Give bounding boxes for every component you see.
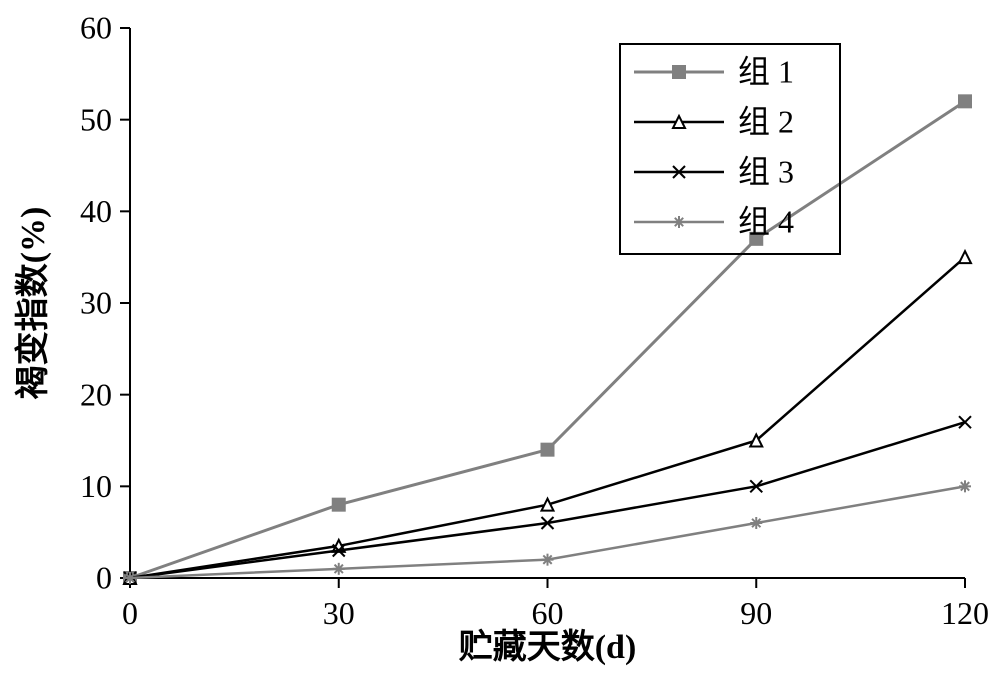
legend-marker-4 xyxy=(673,216,685,228)
x-tick-label: 60 xyxy=(532,595,564,631)
legend-label-1: 组 1 xyxy=(738,54,794,90)
legend-label-3: 组 3 xyxy=(738,154,794,190)
series-line-2 xyxy=(130,257,965,578)
y-tick-label: 60 xyxy=(80,10,112,46)
legend-marker-1 xyxy=(673,66,685,78)
y-tick-label: 50 xyxy=(80,101,112,137)
x-tick-label: 0 xyxy=(122,595,138,631)
y-axis-title: 褐变指数(%) xyxy=(14,207,52,400)
series-marker-1 xyxy=(959,95,971,107)
series-marker-4 xyxy=(124,572,136,584)
legend-label-2: 组 2 xyxy=(738,104,794,140)
x-tick-label: 30 xyxy=(323,595,355,631)
chart-container: 03060901200102030405060贮藏天数(d)褐变指数(%)组 1… xyxy=(0,0,1000,699)
legend-label-4: 组 4 xyxy=(738,204,794,240)
series-marker-4 xyxy=(959,480,971,492)
line-chart: 03060901200102030405060贮藏天数(d)褐变指数(%)组 1… xyxy=(0,0,1000,699)
series-marker-4 xyxy=(542,554,554,566)
y-tick-label: 10 xyxy=(80,468,112,504)
series-marker-2 xyxy=(959,251,971,263)
y-tick-label: 30 xyxy=(80,285,112,321)
series-marker-4 xyxy=(333,563,345,575)
y-tick-label: 0 xyxy=(96,560,112,596)
series-marker-4 xyxy=(750,517,762,529)
y-tick-label: 40 xyxy=(80,193,112,229)
x-tick-label: 90 xyxy=(740,595,772,631)
y-tick-label: 20 xyxy=(80,376,112,412)
x-tick-label: 120 xyxy=(941,595,989,631)
series-marker-1 xyxy=(333,499,345,511)
series-marker-1 xyxy=(542,444,554,456)
x-axis-title: 贮藏天数(d) xyxy=(459,628,637,666)
